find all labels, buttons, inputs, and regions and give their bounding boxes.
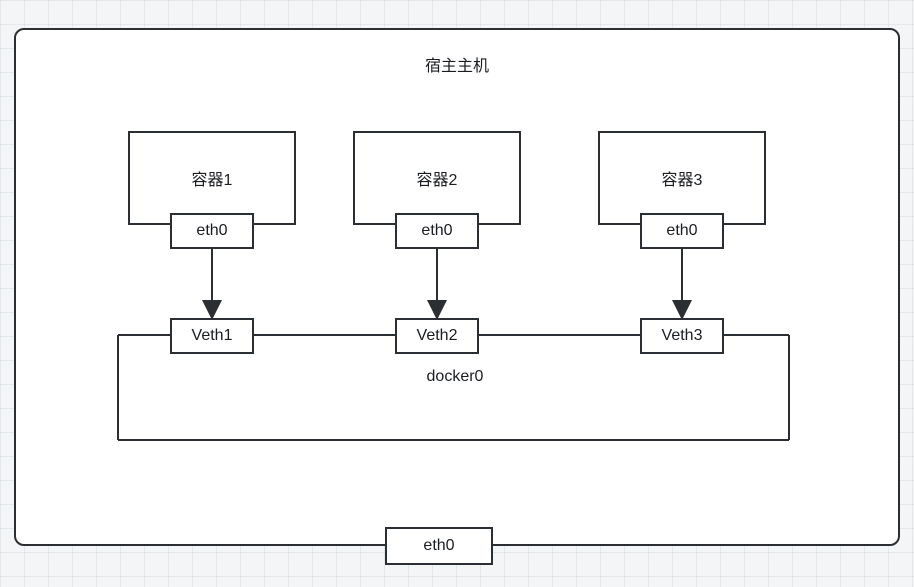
veth3-box: Veth3 bbox=[640, 318, 724, 354]
diagram-canvas: 宿主主机 容器1 e bbox=[0, 0, 914, 587]
host-eth0-box: eth0 bbox=[385, 527, 493, 565]
container-3-label: 容器3 bbox=[598, 166, 766, 190]
container-1-eth0-label: eth0 bbox=[196, 222, 227, 240]
veth2-label: Veth2 bbox=[417, 327, 458, 345]
container-1-label: 容器1 bbox=[128, 166, 296, 190]
host-title: 宿主主机 bbox=[0, 52, 914, 76]
veth2-box: Veth2 bbox=[395, 318, 479, 354]
container-2-eth0-label: eth0 bbox=[421, 222, 452, 240]
container-3-eth0-label: eth0 bbox=[666, 222, 697, 240]
container-2-label: 容器2 bbox=[353, 166, 521, 190]
veth1-label: Veth1 bbox=[192, 327, 233, 345]
veth3-label: Veth3 bbox=[662, 327, 703, 345]
veth1-box: Veth1 bbox=[170, 318, 254, 354]
docker0-label: docker0 bbox=[395, 368, 515, 386]
host-box bbox=[14, 28, 900, 546]
host-eth0-label: eth0 bbox=[423, 537, 454, 555]
container-3-eth0-box: eth0 bbox=[640, 213, 724, 249]
container-1-eth0-box: eth0 bbox=[170, 213, 254, 249]
container-2-eth0-box: eth0 bbox=[395, 213, 479, 249]
